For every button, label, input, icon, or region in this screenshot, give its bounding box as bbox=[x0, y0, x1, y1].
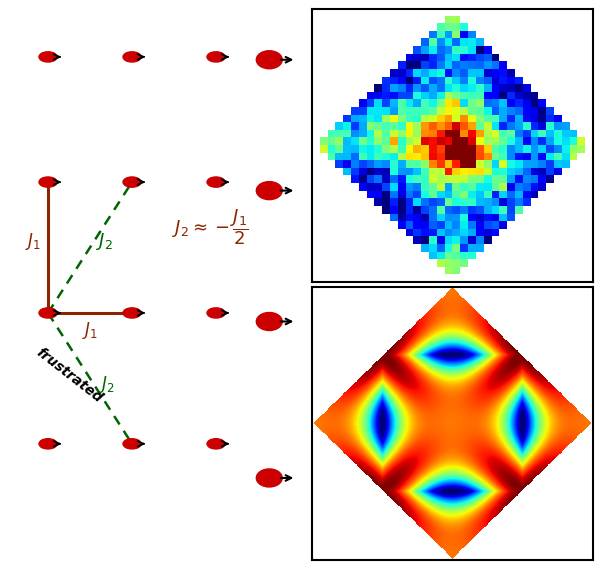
Ellipse shape bbox=[123, 177, 141, 187]
Ellipse shape bbox=[256, 182, 282, 200]
Ellipse shape bbox=[256, 312, 282, 331]
Ellipse shape bbox=[39, 52, 57, 62]
Ellipse shape bbox=[123, 439, 141, 449]
Ellipse shape bbox=[39, 308, 57, 318]
Ellipse shape bbox=[207, 52, 225, 62]
Ellipse shape bbox=[123, 308, 141, 318]
Text: $J_1$: $J_1$ bbox=[82, 320, 98, 340]
Text: $J_1$: $J_1$ bbox=[25, 232, 41, 252]
Ellipse shape bbox=[256, 469, 282, 487]
Ellipse shape bbox=[207, 308, 225, 318]
Text: $J_2$: $J_2$ bbox=[97, 232, 113, 252]
Ellipse shape bbox=[256, 51, 282, 69]
Ellipse shape bbox=[39, 439, 57, 449]
Ellipse shape bbox=[207, 177, 225, 187]
Text: $J_2 \approx -\dfrac{J_1}{2}$: $J_2 \approx -\dfrac{J_1}{2}$ bbox=[172, 208, 248, 248]
Ellipse shape bbox=[123, 52, 141, 62]
Ellipse shape bbox=[207, 439, 225, 449]
Ellipse shape bbox=[39, 177, 57, 187]
Text: $J_2$: $J_2$ bbox=[99, 374, 115, 394]
Text: frustrated: frustrated bbox=[33, 345, 105, 406]
